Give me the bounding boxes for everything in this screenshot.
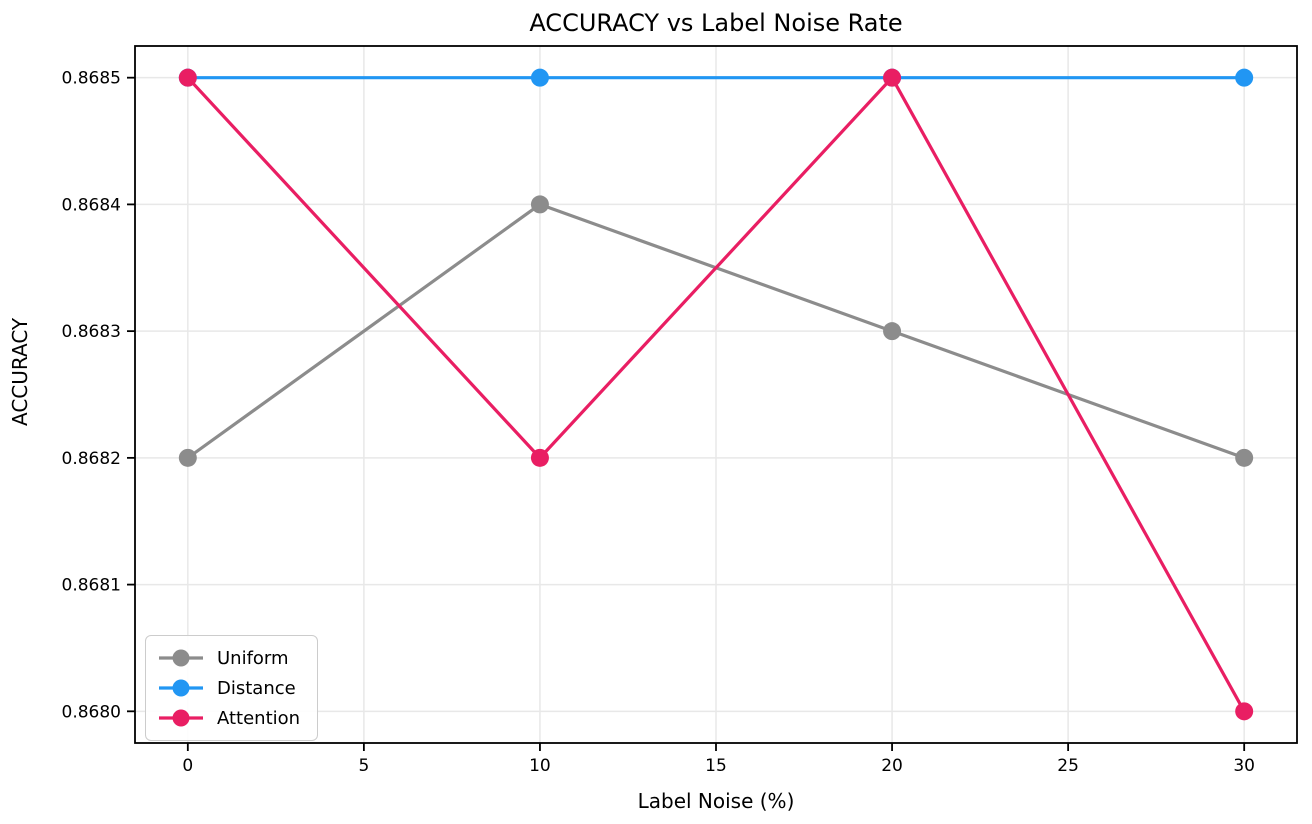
y-tick-label: 0.8682 bbox=[62, 449, 121, 469]
legend-label: Attention bbox=[217, 707, 301, 729]
legend-item-distance: Distance bbox=[158, 675, 305, 701]
data-point-distance bbox=[530, 68, 549, 87]
legend-label: Distance bbox=[217, 677, 296, 699]
x-axis-label: Label Noise (%) bbox=[637, 789, 795, 813]
x-tick-label: 30 bbox=[1233, 756, 1255, 776]
y-tick-label: 0.8681 bbox=[62, 576, 121, 596]
data-point-attention bbox=[883, 68, 902, 87]
legend-item-attention: Attention bbox=[158, 705, 305, 731]
data-point-distance bbox=[1235, 68, 1254, 87]
y-tick-label: 0.8680 bbox=[62, 702, 121, 722]
chart-title: ACCURACY vs Label Noise Rate bbox=[529, 9, 903, 37]
x-tick-label: 15 bbox=[705, 756, 727, 776]
data-point-uniform bbox=[530, 195, 549, 214]
legend-label: Uniform bbox=[217, 647, 289, 669]
series-line-attention bbox=[186, 76, 1246, 713]
y-tick-label: 0.8684 bbox=[62, 195, 121, 215]
y-tick-label: 0.8685 bbox=[62, 69, 121, 89]
legend-item-uniform: Uniform bbox=[158, 645, 305, 671]
legend: Uniform Distance Attention bbox=[145, 635, 318, 741]
x-tick-label: 5 bbox=[358, 756, 369, 776]
y-axis-label: ACCURACY bbox=[8, 317, 32, 426]
data-point-attention bbox=[1235, 702, 1254, 721]
legend-marker-distance bbox=[159, 679, 203, 697]
data-point-attention bbox=[178, 68, 197, 87]
x-tick-label: 25 bbox=[1057, 756, 1079, 776]
legend-marker-uniform bbox=[159, 649, 203, 667]
data-point-uniform bbox=[178, 448, 197, 467]
legend-marker-attention bbox=[159, 709, 203, 727]
data-point-uniform bbox=[883, 322, 902, 341]
y-tick-label: 0.8683 bbox=[62, 322, 121, 342]
data-point-attention bbox=[530, 448, 549, 467]
x-tick-label: 10 bbox=[529, 756, 551, 776]
x-tick-label: 20 bbox=[881, 756, 903, 776]
x-tick-label: 0 bbox=[182, 756, 193, 776]
data-point-uniform bbox=[1235, 448, 1254, 467]
